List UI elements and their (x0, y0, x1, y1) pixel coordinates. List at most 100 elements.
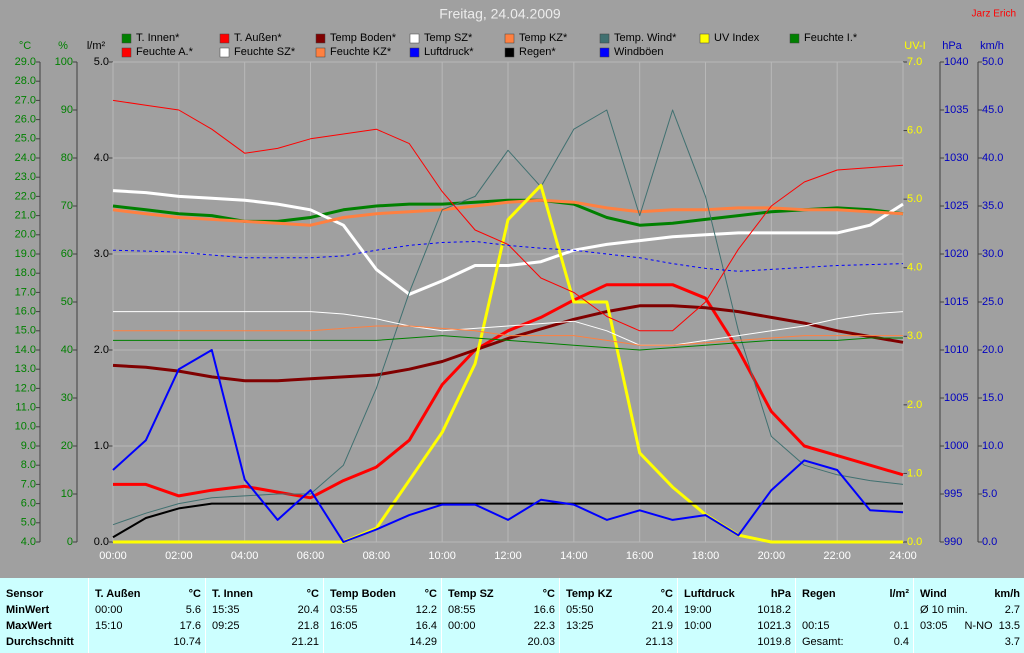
y-tick-label: 12.0 (15, 382, 36, 394)
stats-row-label: MaxWert (6, 620, 52, 632)
stats-row: 15:10 17.6 (95, 618, 201, 634)
stats-header: Temp Boden °C (330, 586, 437, 602)
stats-row: 03:55 12.2 (330, 602, 437, 618)
y-tick-label: 2.0 (94, 344, 109, 356)
stats-cell: 10:00 (684, 620, 712, 632)
y-tick-label: 5.0 (94, 56, 109, 68)
stats-header: T. Außen °C (95, 586, 201, 602)
axis-title: UV-I (904, 40, 925, 52)
y-tick-label: 35.0 (982, 200, 1003, 212)
stats-row: 13:25 21.9 (566, 618, 673, 634)
x-tick-label: 06:00 (297, 550, 325, 562)
x-tick-label: 10:00 (428, 550, 456, 562)
axis-title: km/h (980, 40, 1004, 52)
series-line (113, 283, 904, 500)
stats-row: 05:50 20.4 (566, 602, 673, 618)
legend-label: Temp. Wind* (614, 32, 677, 44)
stats-header-name: Luftdruck (684, 588, 735, 600)
y-tick-label: 50 (61, 296, 73, 308)
legend-marker (699, 33, 710, 44)
stats-row: 00:00 22.3 (448, 618, 555, 634)
y-tick-label: 9.0 (21, 440, 36, 452)
series-line (112, 109, 904, 526)
stats-column: T. Außen °C 00:00 5.6 15:10 17.6 10.74 (88, 578, 205, 653)
stats-row-label: Durchschnitt (6, 636, 74, 648)
legend-marker (409, 33, 420, 44)
legend-marker (409, 47, 420, 58)
series-line (112, 189, 904, 296)
y-tick-label: 2.0 (907, 399, 922, 411)
stats-cell: 00:00 (95, 604, 123, 616)
stats-row: 10:00 1021.3 (684, 618, 791, 634)
y-tick-label: 4.0 (21, 536, 36, 548)
x-tick-label: 04:00 (231, 550, 259, 562)
y-tick-label: 4.0 (94, 152, 109, 164)
stats-cell: 13:25 (566, 620, 594, 632)
y-tick-label: 1035 (944, 104, 968, 116)
stats-row: 00:15 0.1 (802, 618, 909, 634)
stats-cell: 3.7 (1004, 636, 1020, 648)
y-tick-label: 990 (944, 536, 962, 548)
y-tick-label: 995 (944, 488, 962, 500)
stats-cell: 15:10 (95, 620, 123, 632)
y-tick-label: 25.0 (982, 296, 1003, 308)
legend-marker (219, 47, 230, 58)
y-tick-label: 40 (61, 344, 73, 356)
stats-cell: 15:35 (212, 604, 240, 616)
series-line (113, 311, 904, 346)
y-tick-label: 10.0 (982, 440, 1003, 452)
stats-cell: 20.03 (527, 636, 555, 648)
y-tick-label: 1040 (944, 56, 968, 68)
y-tick-label: 6.0 (907, 124, 922, 136)
stats-cell: 2.7 (1004, 604, 1020, 616)
legend-marker (599, 33, 610, 44)
stats-column: Temp KZ °C 05:50 20.4 13:25 21.9 21.13 (559, 578, 677, 653)
stats-cell: 05:50 (566, 604, 594, 616)
axis-title: % (58, 40, 68, 52)
stats-cell: 09:25 (212, 620, 240, 632)
y-tick-label: 0 (67, 536, 73, 548)
y-tick-label: 20.0 (982, 344, 1003, 356)
stats-row: 19:00 1018.2 (684, 602, 791, 618)
y-tick-label: 17.0 (15, 286, 36, 298)
stats-cell: 16.4 (415, 620, 437, 632)
stats-column: Sensor MinWert MaxWert Durchschnitt (0, 578, 88, 653)
y-tick-label: 30 (61, 392, 73, 404)
legend-label: Temp KZ* (519, 32, 568, 44)
y-tick-label: 7.0 (907, 56, 922, 68)
stats-cell: 08:55 (448, 604, 476, 616)
y-tick-label: 7.0 (21, 478, 36, 490)
stats-column: Temp SZ °C 08:55 16.6 00:00 22.3 20.03 (441, 578, 559, 653)
series-line (112, 502, 903, 539)
legend-label: Feuchte A.* (136, 46, 194, 58)
series-line (113, 325, 903, 346)
stats-row: 03:05 N-NO 13.5 (920, 618, 1020, 634)
legend-label: Temp SZ* (424, 32, 473, 44)
y-tick-label: 1000 (944, 440, 968, 452)
stats-cell: 00:00 (448, 620, 476, 632)
y-tick-label: 0.0 (94, 536, 109, 548)
stats-cell: 16.6 (533, 604, 555, 616)
y-tick-label: 18.0 (15, 267, 36, 279)
stats-header-name: Regen (802, 588, 836, 600)
stats-cell: 22.3 (533, 620, 555, 632)
stats-cell: 03:05 (920, 620, 948, 632)
stats-header-unit: °C (660, 588, 673, 600)
stats-header: Sensor (6, 588, 44, 600)
chart: Freitag, 24.04.2009 Jarz Erich °C 4.0 5.0 6… (15, 6, 1016, 562)
series-line (112, 241, 904, 272)
stats-header: T. Innen °C (212, 586, 319, 602)
x-tick-label: 16:00 (626, 550, 654, 562)
legend-label: Feuchte I.* (804, 32, 858, 44)
stats-row: 3.7 (920, 634, 1020, 650)
y-tick-label: 1015 (944, 296, 968, 308)
stats-column: Regen l/m² 00:15 0.1 Gesamt: 0.4 (795, 578, 913, 653)
legend-label: T. Innen* (136, 32, 180, 44)
y-tick-label: 1025 (944, 200, 968, 212)
y-tick-label: 15.0 (15, 325, 36, 337)
y-tick-label: 23.0 (15, 171, 36, 183)
stats-header-name: T. Außen (95, 588, 141, 600)
y-tick-label: 4.0 (907, 262, 922, 274)
y-tick-label: 0.0 (907, 536, 922, 548)
stats-spacer (566, 634, 639, 650)
